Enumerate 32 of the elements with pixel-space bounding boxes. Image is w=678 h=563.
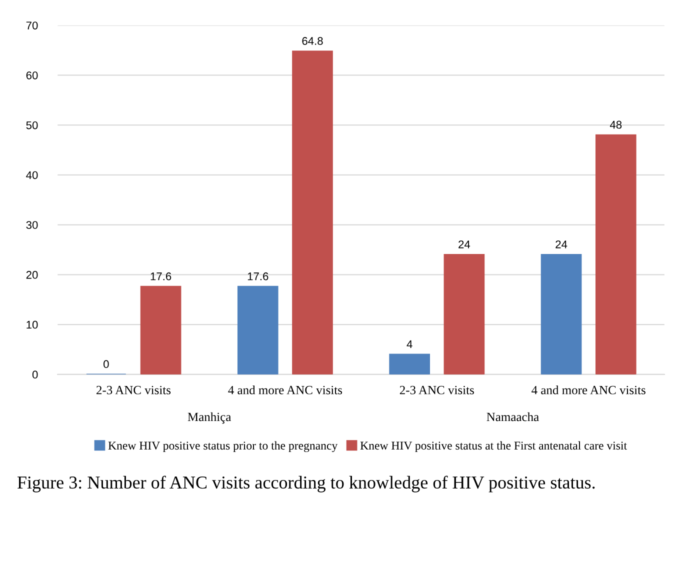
- y-tick-label: 50: [26, 121, 38, 130]
- bar: [389, 354, 430, 374]
- data-label: 24: [458, 240, 470, 248]
- bar: [237, 286, 278, 374]
- y-tick-label: 70: [26, 22, 38, 30]
- y-tick-label: 60: [26, 71, 38, 80]
- y-tick-label: 30: [26, 221, 38, 229]
- data-label: 0: [104, 360, 109, 368]
- y-tick-label: 20: [26, 270, 38, 279]
- bar: [140, 286, 182, 374]
- data-label: 64.8: [302, 37, 323, 45]
- bar: [595, 134, 636, 374]
- bar: [292, 50, 333, 374]
- data-label: 17.6: [248, 272, 268, 280]
- y-tick-label: 40: [26, 171, 38, 180]
- y-tick-label: 0: [32, 370, 38, 379]
- x-tick-label: 4 and more ANC visits: [532, 386, 646, 394]
- legend-label: Knew HIV positive status at the First antenatal care visit: [360, 441, 627, 452]
- bar: [444, 254, 485, 374]
- text: Manhiça: [188, 412, 232, 424]
- legend-label: Knew HIV positive status prior to the pregnancy: [108, 441, 338, 452]
- bar: [540, 254, 582, 374]
- text: Namaacha: [486, 412, 539, 422]
- caption: Figure 3: Number of ANC visits according to knowledge of HIV positive status.: [17, 476, 595, 492]
- data-label: 4: [406, 340, 412, 348]
- x-tick-label: 2-3 ANC visits: [400, 386, 474, 394]
- data-label: 48: [610, 120, 622, 129]
- data-label: 17.6: [150, 272, 172, 280]
- x-tick-label: 4 and more ANC visits: [228, 386, 342, 394]
- y-tick-label: 10: [26, 320, 38, 329]
- x-tick-label: 2-3 ANC visits: [96, 386, 171, 394]
- data-label: 24: [556, 240, 568, 248]
